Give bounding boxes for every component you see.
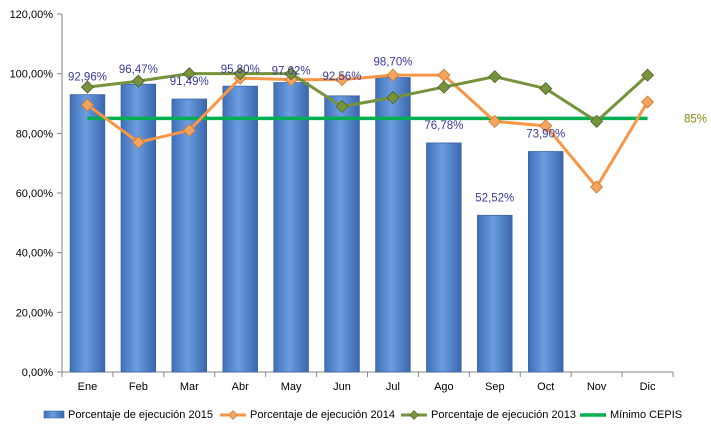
x-tick-label: Ene — [78, 381, 98, 393]
x-tick-label: Jul — [386, 381, 400, 393]
x-tick-label: May — [281, 381, 302, 393]
minimum-line: 85% — [87, 113, 707, 125]
bar-label-mar: 91,49% — [170, 76, 209, 88]
minimum-cepis-label: 85% — [684, 113, 707, 125]
bar-label-jul: 98,70% — [373, 57, 412, 69]
x-tick-label: Jun — [333, 381, 351, 393]
series-2014-point-sep — [488, 114, 502, 128]
series-2014-point-nov — [590, 180, 604, 194]
x-tick-label: Mar — [180, 381, 199, 393]
series-2013-point-feb — [131, 74, 145, 88]
bar-2015-oct — [527, 151, 564, 373]
axes: 0,00% 20,00% 40,00% 60,00% 80,00% 100,00% 120,… — [10, 9, 674, 393]
y-tick-label: 0,00% — [22, 367, 53, 379]
bar-2015-jul — [375, 77, 411, 373]
lines — [80, 67, 655, 194]
bar-2015-jun — [324, 95, 360, 373]
bar-2015-abr — [222, 85, 258, 373]
series-2013-point-abr — [233, 67, 247, 81]
series-2013-point-nov — [590, 114, 604, 128]
series-2013-point-jul — [386, 90, 400, 105]
x-tick-label: Abr — [232, 381, 249, 393]
series-2013-point-ene — [80, 80, 95, 94]
series-2014-point-oct — [539, 119, 553, 133]
series-2013-point-ago — [437, 80, 451, 94]
bar-label-may: 97,02% — [272, 66, 311, 78]
bar-label-abr: 95,80% — [221, 64, 260, 76]
bar-2015-sep — [477, 214, 513, 373]
series-2014-point-mar — [182, 123, 196, 137]
x-tick-label: Ago — [434, 381, 454, 393]
y-tick-label: 20,00% — [16, 307, 54, 319]
series-2014-point-ene — [80, 98, 95, 112]
bar-label-ago: 76,78% — [424, 120, 463, 132]
x-tick-label: Oct — [537, 381, 554, 393]
series-2013-point-jun — [335, 99, 349, 114]
y-tick-label: 100,00% — [10, 69, 54, 81]
series-2013-point-dic — [640, 68, 655, 82]
series-2013-line — [87, 72, 649, 123]
series-2013-point-sep — [488, 70, 502, 84]
x-tick-label: Feb — [129, 381, 148, 393]
series-2014-point-jul — [386, 68, 400, 82]
legend-swatch-2015 — [43, 410, 65, 419]
series-2013-point-oct — [539, 82, 553, 96]
x-tick-label: Dic — [640, 381, 656, 393]
series-2013-point-may — [284, 67, 298, 81]
y-tick-label: 120,00% — [10, 9, 54, 21]
legend-label-2013: Porcentaje de ejecución 2013 — [431, 409, 576, 421]
bar-2015-ago — [426, 142, 462, 373]
bar-2015-may — [273, 82, 309, 373]
data-labels: 92,96% 96,47% 91,49% 95,80% 97,02% 92,56% 98,7… — [68, 57, 565, 205]
y-tick-label: 40,00% — [16, 248, 54, 260]
bar-2015-ene — [69, 94, 106, 373]
x-tick-label: Sep — [485, 381, 505, 393]
legend-label-2014: Porcentaje de ejecución 2014 — [250, 409, 395, 421]
bars — [69, 77, 564, 373]
y-tick-label: 80,00% — [16, 128, 54, 140]
y-tick-label: 60,00% — [16, 188, 54, 200]
bar-label-feb: 96,47% — [119, 64, 158, 76]
legend-swatch-2014-marker — [228, 410, 238, 420]
legend: Porcentaje de ejecución 2015 Porcentaje d… — [43, 409, 682, 421]
legend-swatch-2013-marker — [409, 410, 419, 420]
bar-2015-mar — [171, 98, 208, 373]
bar-label-sep: 52,52% — [475, 192, 514, 204]
legend-label-minimo: Mínimo CEPIS — [610, 409, 682, 421]
bar-label-ene: 92,96% — [68, 72, 107, 84]
x-tick-label: Nov — [587, 381, 607, 393]
bar-label-oct: 73,90% — [526, 129, 565, 141]
series-2014-line — [86, 73, 649, 189]
series-2013-point-mar — [182, 67, 196, 81]
series-2014-point-feb — [131, 135, 145, 149]
bar-label-jun: 92,56% — [323, 71, 362, 83]
bar-2015-feb — [120, 83, 157, 373]
legend-label-2015: Porcentaje de ejecución 2015 — [68, 409, 213, 421]
series-2014-point-jun — [335, 73, 349, 87]
series-2014-point-dic — [640, 95, 655, 109]
